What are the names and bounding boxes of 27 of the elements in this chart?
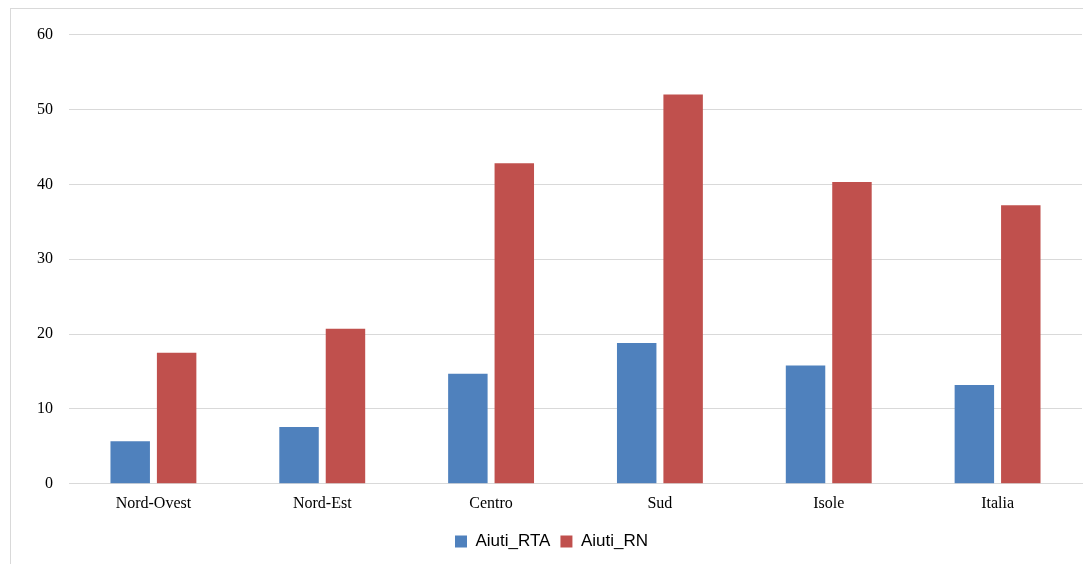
bar (448, 373, 488, 484)
x-tick-label: Sud (647, 493, 673, 511)
bar (785, 365, 826, 484)
x-tick-label: Nord-Est (292, 493, 353, 511)
bar (616, 343, 657, 484)
bar (494, 163, 535, 484)
bar (325, 328, 366, 484)
x-tick-label: Isole (813, 493, 845, 511)
bar (832, 182, 872, 484)
y-tick-label: 40 (37, 174, 53, 192)
bar (954, 384, 995, 484)
y-tick-label: 10 (37, 399, 53, 417)
bar (279, 426, 319, 484)
y-tick-label: 60 (37, 24, 53, 42)
legend-label: Aiuti_RN (580, 531, 649, 551)
y-tick-label: 20 (37, 324, 53, 342)
y-tick-label: 0 (45, 474, 53, 491)
bar (663, 94, 703, 484)
legend-label: Aiuti_RTA (475, 531, 552, 551)
x-tick-label: Centro (469, 493, 513, 511)
bar (110, 441, 150, 484)
y-tick-label: 50 (37, 99, 53, 117)
x-tick-label: Nord-Ovest (115, 493, 192, 511)
x-tick-label: Italia (981, 493, 1015, 511)
y-tick-label: 30 (37, 249, 53, 267)
bar (1001, 205, 1041, 484)
bar (156, 352, 197, 484)
